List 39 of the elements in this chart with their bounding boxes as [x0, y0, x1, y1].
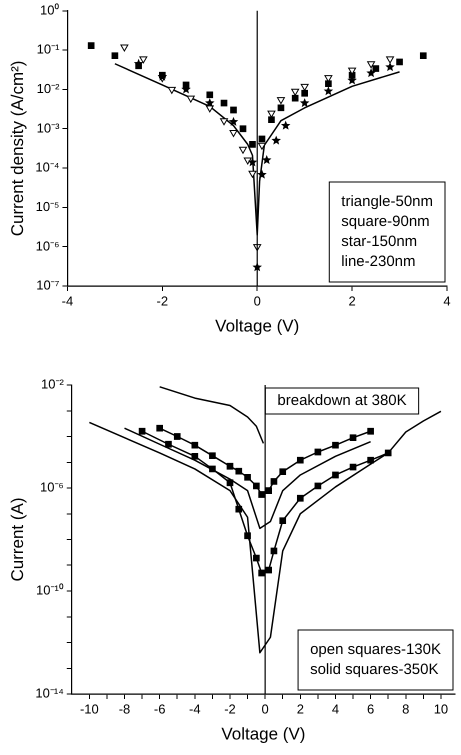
x-tick-label: 6 — [367, 701, 374, 716]
annotation: square-90nm — [341, 213, 430, 230]
x-tick-label: 0 — [262, 701, 269, 716]
y-axis-title: Current density (A/cm²) — [8, 60, 27, 236]
x-tick-label: -2 — [224, 701, 236, 716]
x-tick-label: -4 — [189, 701, 201, 716]
x-tick-label: 2 — [296, 701, 304, 716]
y-tick-label: 10⁻⁵ — [36, 198, 60, 214]
y-tick-label: 10⁻⁶ — [36, 238, 60, 254]
x-tick-label: 8 — [402, 701, 410, 716]
y-tick-label: 10⁻¹ — [36, 42, 60, 57]
annotation: star-150nm — [341, 233, 418, 250]
annotation: breakdown at 380K — [277, 392, 407, 410]
y-tick-label: 10⁻² — [40, 376, 64, 392]
x-axis-title: Voltage (V) — [215, 316, 300, 336]
annotation: triangle-50nm — [341, 193, 434, 210]
x-tick-label: 10 — [434, 701, 448, 716]
y-tick-label: 10⁰ — [40, 2, 60, 18]
y-tick-label: 10⁻¹⁰ — [36, 582, 64, 598]
y-tick-label: 10⁻⁴ — [35, 160, 60, 175]
x-tick-label: 0 — [254, 293, 261, 308]
annotation: solid squares-350K — [310, 661, 438, 678]
x-tick-label: 4 — [332, 701, 340, 716]
x-tick-label: -4 — [62, 293, 74, 308]
annotation: line-230nm — [341, 253, 416, 270]
y-tick-label: 10⁻² — [36, 81, 60, 96]
x-axis-title: Voltage (V) — [221, 724, 306, 744]
y-axis-title: Current (A) — [8, 497, 27, 582]
annotation: open squares-130K — [310, 641, 442, 658]
y-tick-label: 10⁻¹⁴ — [35, 686, 64, 701]
x-tick-label: -8 — [118, 701, 130, 716]
x-tick-label: -6 — [154, 701, 166, 716]
x-tick-label: 4 — [443, 293, 451, 308]
x-tick-label: -2 — [156, 293, 168, 308]
x-tick-label: 2 — [348, 293, 356, 308]
y-tick-label: 10⁻³ — [36, 120, 60, 136]
x-tick-label: -10 — [80, 701, 99, 716]
y-tick-label: 10⁻⁶ — [40, 480, 64, 495]
y-tick-label: 10⁻⁷ — [36, 278, 60, 293]
